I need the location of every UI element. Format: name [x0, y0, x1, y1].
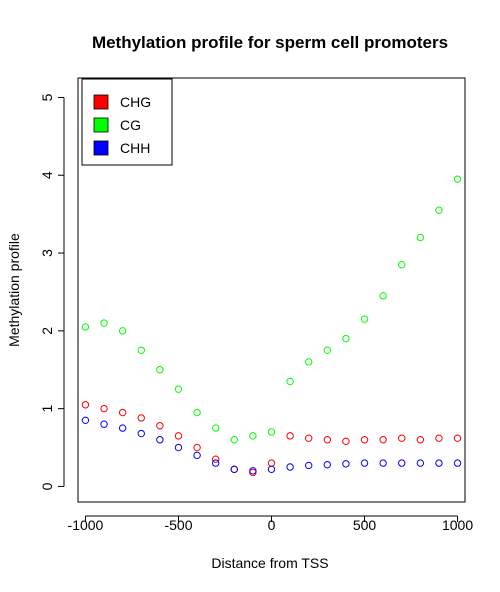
- point-chg: [174, 432, 183, 440]
- y-tick-label: 3: [39, 249, 55, 257]
- point-cg: [211, 424, 220, 432]
- point-chg: [342, 437, 350, 446]
- point-chh: [81, 416, 90, 425]
- plot-frame: [77, 77, 466, 503]
- x-tick-label: 1000: [442, 517, 473, 533]
- point-chh: [305, 461, 313, 470]
- point-chg: [118, 408, 127, 417]
- legend-swatch-chg: [93, 94, 109, 110]
- point-chg: [193, 443, 201, 452]
- point-cg: [286, 377, 294, 386]
- x-tick-label: -1000: [68, 517, 104, 533]
- x-tick-label: 0: [268, 517, 276, 533]
- point-cg: [249, 432, 257, 440]
- series-cg: [81, 175, 462, 444]
- point-chg: [286, 432, 294, 440]
- series-chg: [81, 401, 462, 477]
- data-points-layer: [81, 175, 462, 477]
- point-chh: [342, 460, 350, 468]
- point-chg: [379, 436, 387, 444]
- y-axis: 0 1 2 3 4 5: [39, 93, 65, 490]
- point-chg: [156, 422, 164, 430]
- point-chg: [416, 436, 425, 444]
- point-chh: [379, 459, 387, 467]
- point-cg: [416, 233, 425, 242]
- legend: CHG CG CHH: [81, 78, 173, 166]
- point-cg: [193, 408, 201, 417]
- point-chh: [398, 459, 406, 467]
- point-chh: [249, 467, 257, 475]
- point-chg: [360, 436, 369, 444]
- point-cg: [360, 315, 369, 323]
- point-cg: [267, 428, 276, 436]
- point-cg: [156, 366, 164, 374]
- point-chg: [137, 414, 145, 422]
- x-tick-label: -500: [164, 517, 192, 533]
- point-chh: [230, 465, 238, 474]
- point-chg: [81, 401, 90, 409]
- series-chh: [81, 416, 462, 475]
- x-axis-label: Distance from TSS: [211, 555, 328, 571]
- point-chh: [211, 459, 220, 467]
- legend-label-chh: CHH: [120, 140, 150, 156]
- x-tick-label: 500: [353, 517, 377, 533]
- point-cg: [100, 319, 108, 327]
- point-chh: [360, 459, 369, 467]
- point-chg: [267, 459, 276, 467]
- point-cg: [137, 346, 145, 354]
- point-chg: [100, 404, 108, 413]
- point-cg: [81, 323, 90, 331]
- point-chh: [435, 459, 443, 467]
- point-chg: [435, 434, 443, 442]
- point-cg: [379, 292, 387, 300]
- y-tick-label: 5: [39, 93, 55, 101]
- point-chh: [156, 436, 164, 444]
- chart-title: Methylation profile for sperm cell promo…: [92, 33, 448, 52]
- point-cg: [230, 436, 238, 444]
- y-tick-label: 0: [39, 482, 55, 490]
- point-chh: [267, 465, 276, 474]
- point-chh: [100, 420, 108, 428]
- point-chg: [453, 434, 462, 442]
- y-tick-label: 4: [39, 171, 55, 179]
- point-chh: [118, 424, 127, 432]
- point-chh: [323, 460, 332, 469]
- point-cg: [453, 175, 462, 183]
- point-chh: [137, 429, 145, 438]
- point-cg: [342, 334, 350, 343]
- point-chh: [286, 463, 294, 471]
- point-chh: [193, 451, 201, 460]
- point-chg: [305, 434, 313, 442]
- point-chh: [416, 459, 425, 467]
- point-cg: [323, 346, 332, 354]
- legend-label-chg: CHG: [120, 94, 151, 110]
- y-tick-label: 2: [39, 327, 55, 335]
- point-chh: [174, 443, 183, 452]
- point-chg: [323, 436, 332, 444]
- y-axis-label: Methylation profile: [6, 233, 22, 347]
- x-axis: -1000 -500 0 500 1000: [68, 515, 473, 533]
- point-chg: [211, 455, 220, 463]
- point-cg: [435, 206, 443, 214]
- point-cg: [398, 261, 406, 269]
- point-cg: [174, 385, 183, 393]
- y-tick-label: 1: [39, 405, 55, 413]
- point-chh: [453, 459, 462, 467]
- legend-swatch-chh: [93, 140, 109, 156]
- legend-label-cg: CG: [120, 117, 141, 133]
- point-cg: [305, 358, 313, 366]
- point-cg: [118, 327, 127, 335]
- point-chg: [398, 434, 406, 442]
- legend-swatch-cg: [93, 117, 109, 133]
